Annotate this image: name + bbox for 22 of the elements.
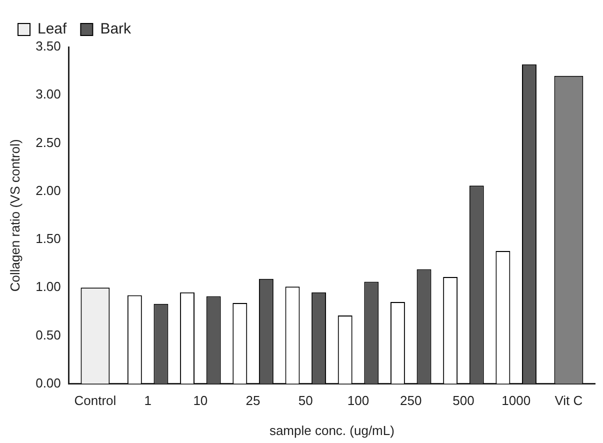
y-tick-label: 2.00	[36, 182, 61, 198]
y-tick-label: 3.50	[36, 38, 61, 54]
y-tick-label: 3.00	[36, 86, 61, 102]
x-tick-label: 10	[193, 393, 208, 408]
x-tick-label: 500	[452, 393, 474, 408]
y-tick-label: 2.50	[36, 134, 61, 150]
x-tick-label: 1	[144, 393, 152, 408]
x-tick-label: Vit C	[554, 393, 583, 408]
x-tick-label: 25	[246, 393, 260, 408]
x-tick-label: Control	[74, 393, 116, 408]
x-tick-label: 1000	[502, 393, 531, 408]
x-tick-label: 100	[347, 393, 370, 408]
y-tick-label: 0.00	[36, 375, 61, 390]
y-tick-label: 1.50	[36, 231, 61, 246]
legend-label: Bark	[100, 20, 132, 38]
x-tick-label: 50	[298, 393, 313, 408]
x-axis-title: sample conc. (ug/mL)	[269, 422, 394, 438]
x-tick-label: 250	[400, 393, 422, 408]
legend-label: Leaf	[38, 20, 68, 38]
y-axis-title: Collagen ratio (VS control)	[7, 139, 22, 292]
y-tick-label: 0.50	[36, 327, 61, 342]
y-tick-label: 1.00	[36, 279, 61, 294]
